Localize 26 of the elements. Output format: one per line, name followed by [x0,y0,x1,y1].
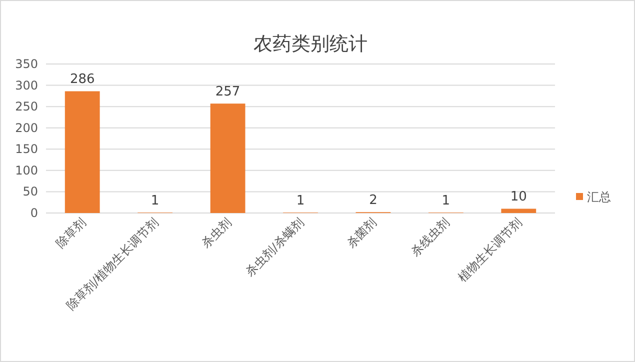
data-label: 1 [296,194,305,209]
y-tick-label: 300 [15,78,38,92]
y-tick-label: 100 [15,163,38,178]
x-tick-label: 杀菌剂 [344,215,380,251]
x-tick-label: 杀虫剂 [198,215,234,251]
data-label: 1 [442,194,450,209]
y-tick-label: 350 [15,57,38,71]
x-tick-label: 杀虫剂/杀螨剂 [242,215,307,279]
data-label: 286 [70,72,95,88]
y-tick-label: 200 [15,120,38,135]
y-tick-label: 250 [15,100,38,114]
y-tick-label: 50 [22,184,38,199]
data-label: 10 [510,190,527,205]
bar [210,104,246,213]
bar [64,91,100,213]
bar [501,208,536,213]
data-label: 1 [150,194,160,209]
data-label: 2 [369,193,378,208]
x-tick-label: 植物生长调节剂 [455,215,525,285]
chart-title: 农药类别统计 [254,33,368,55]
x-tick-label: 除草剂 [53,215,88,251]
y-tick-label: 0 [30,206,38,220]
data-label: 257 [215,84,240,100]
x-tick-label: 杀线虫剂 [408,215,452,260]
legend-label: 汇总 [587,190,611,204]
y-tick-label: 150 [15,142,38,156]
